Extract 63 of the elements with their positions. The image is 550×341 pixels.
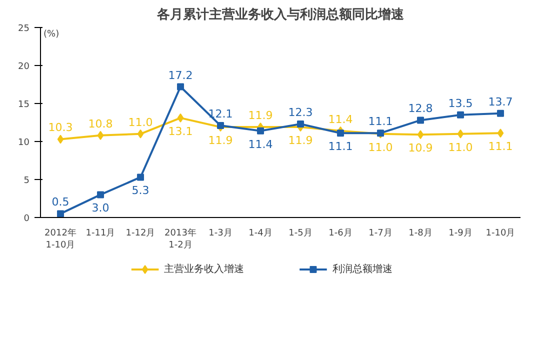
data-label: 11.0 [128, 116, 153, 129]
data-label: 12.8 [408, 102, 433, 116]
point [57, 134, 64, 144]
y-tick-label: 5 [24, 176, 30, 186]
data-label: 11.1 [328, 140, 353, 154]
point [457, 129, 464, 138]
data-label: 11.1 [368, 115, 393, 128]
x-tick-label: 1-10月 [486, 228, 516, 238]
data-label: 10.9 [408, 142, 433, 155]
y-tick-label: 15 [18, 100, 30, 110]
data-label: 0.5 [52, 196, 70, 209]
point [137, 174, 144, 181]
point [177, 83, 184, 90]
data-label: 13.5 [448, 96, 473, 110]
y-tick-label: 25 [18, 24, 30, 34]
point [337, 130, 344, 137]
x-tick-label: 2012年 1-10月 [44, 228, 76, 250]
legend-label: 主营业务收入增速 [164, 263, 244, 275]
y-tick-label: 20 [18, 62, 30, 72]
x-tick-label: 1-12月 [126, 228, 156, 238]
point [457, 111, 464, 118]
x-tick-label: 2013年 1-2月 [164, 228, 196, 250]
point [257, 127, 264, 134]
point [497, 128, 504, 138]
chart-title: 各月累计主营业务收入与利润总额同比增速 [156, 6, 405, 22]
x-tick-label: 1-4月 [248, 228, 272, 238]
data-label: 3.0 [92, 202, 110, 215]
x-tick-label: 1-7月 [368, 228, 392, 238]
data-label: 13.7 [488, 95, 513, 108]
data-label: 10.8 [88, 117, 113, 130]
data-label: 12.3 [288, 106, 313, 120]
x-tick-label: 1-3月 [208, 228, 232, 238]
point [137, 129, 144, 138]
x-tick-label: 1-11月 [86, 228, 116, 238]
data-label: 11.0 [368, 140, 393, 154]
x-tick-label: 1-5月 [288, 228, 312, 238]
point [177, 113, 184, 122]
y-tick-label: 10 [18, 138, 30, 148]
data-label: 17.2 [168, 68, 193, 82]
data-label: 11.4 [248, 138, 273, 151]
x-tick-label: 1-9月 [448, 228, 472, 238]
legend-label: 利润总额增速 [332, 263, 392, 275]
point [297, 120, 304, 128]
y-axis-title: (%) [44, 30, 60, 40]
point [217, 122, 224, 130]
point [57, 210, 64, 218]
data-label: 11.9 [288, 134, 313, 148]
data-label: 5.3 [132, 184, 150, 198]
data-label: 11.9 [208, 134, 233, 148]
point [417, 130, 424, 140]
x-tick-label: 1-8月 [408, 228, 432, 238]
point [417, 116, 424, 124]
x-tick-label: 1-6月 [328, 228, 352, 238]
data-label: 10.3 [48, 121, 73, 134]
data-label: 11.1 [488, 140, 513, 154]
data-label: 11.4 [328, 112, 353, 126]
data-label: 11.0 [448, 140, 473, 154]
point [497, 110, 504, 117]
point [97, 191, 104, 198]
data-label: 13.1 [168, 124, 193, 138]
y-tick-label: 0 [24, 214, 30, 224]
data-label: 11.9 [248, 109, 273, 122]
point [97, 130, 104, 140]
